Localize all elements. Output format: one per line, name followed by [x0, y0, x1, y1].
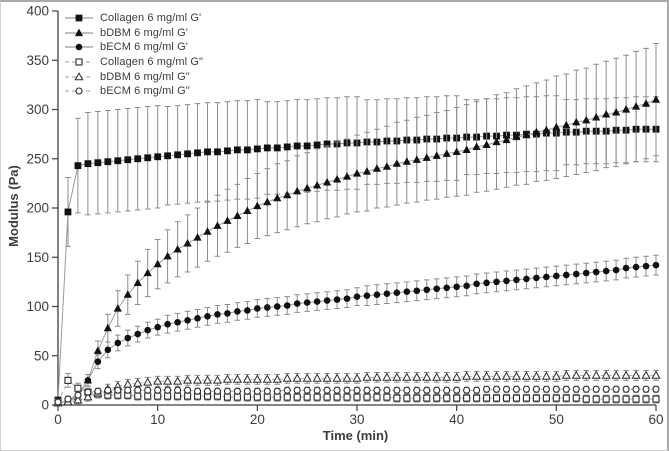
series-becm-g-double-prime — [54, 385, 660, 406]
x-tick-label: 60 — [648, 412, 663, 427]
filled-circle-icon — [65, 44, 93, 51]
x-tick-label: 10 — [150, 412, 165, 427]
y-tick-label: 50 — [34, 348, 49, 363]
y-tick-label: 400 — [26, 4, 49, 19]
open-square-icon — [65, 58, 93, 66]
y-tick-label: 300 — [26, 102, 49, 117]
filled-square-icon — [65, 14, 93, 22]
legend-item-becm-g-prime: bECM 6 mg/ml G' — [64, 40, 203, 55]
series-bdbm-g-prime — [53, 43, 661, 407]
legend-item-label: bDBM 6 mg/ml G' — [100, 26, 188, 39]
x-axis-ticks: 0 10 20 30 40 50 60 — [54, 405, 664, 427]
legend-item-becm-g-double-prime: bECM 6 mg/ml G" — [64, 84, 203, 99]
open-triangle-icon — [65, 71, 93, 80]
chart-legend: Collagen 6 mg/ml G' bDBM 6 mg/ml G' bECM 6… — [64, 11, 203, 99]
legend-item-collagen-g-prime: Collagen 6 mg/ml G' — [64, 11, 203, 26]
y-tick-label: 100 — [26, 299, 49, 314]
legend-item-bdbm-g-double-prime: bDBM 6 mg/ml G" — [64, 69, 203, 84]
x-tick-label: 20 — [250, 412, 265, 427]
filled-triangle-icon — [65, 28, 93, 36]
x-tick-label: 50 — [549, 412, 564, 427]
markers-collagen-g-double-prime — [54, 376, 660, 406]
legend-item-collagen-g-double-prime: Collagen 6 mg/ml G" — [64, 55, 203, 70]
x-tick-label: 0 — [54, 412, 62, 427]
x-axis-title: Time (min) — [322, 428, 389, 443]
series-collagen-g-double-prime — [54, 373, 660, 406]
legend-item-label: bECM 6 mg/ml G' — [100, 41, 188, 54]
legend-item-bdbm-g-prime: bDBM 6 mg/ml G' — [64, 26, 203, 41]
legend-item-label: Collagen 6 mg/ml G" — [100, 56, 204, 69]
y-axis-title: Modulus (Pa) — [6, 165, 21, 247]
y-tick-label: 350 — [26, 53, 49, 68]
y-axis-ticks: 0 50 100 150 200 250 300 350 400 — [26, 4, 58, 413]
y-tick-label: 250 — [26, 151, 49, 166]
legend-item-label: Collagen 6 mg/ml G' — [100, 12, 202, 25]
legend-item-label: bDBM 6 mg/ml G" — [100, 70, 190, 83]
y-tick-label: 200 — [26, 201, 49, 216]
y-tick-label: 150 — [26, 250, 49, 265]
markers-becm-g-double-prime — [54, 385, 660, 406]
y-tick-label: 0 — [41, 398, 49, 413]
x-tick-label: 40 — [449, 412, 464, 427]
x-tick-label: 30 — [349, 412, 364, 427]
legend-item-label: bECM 6 mg/ml G" — [100, 85, 190, 98]
open-circle-icon — [65, 87, 93, 95]
